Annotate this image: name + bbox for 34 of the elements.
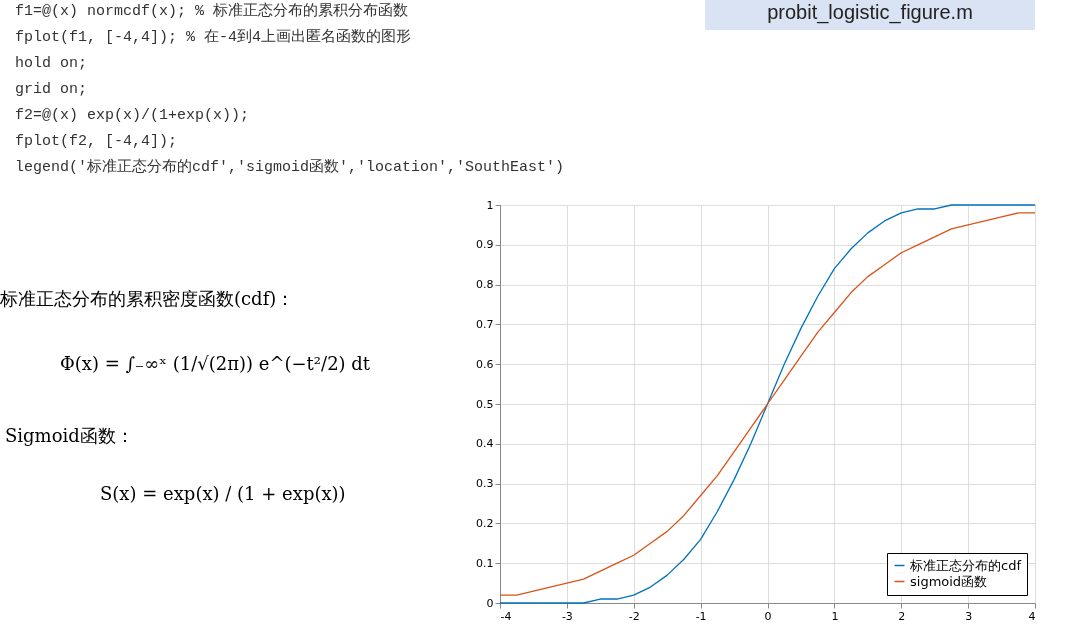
text: hold on; xyxy=(15,55,88,72)
x-tick-label: 3 xyxy=(965,609,973,623)
x-tick-label: -4 xyxy=(500,609,512,623)
text: grid on; xyxy=(15,81,88,98)
y-tick-label: 0.8 xyxy=(476,278,494,292)
text: Sigmoid函数： xyxy=(5,425,134,446)
y-tick-label: 0.6 xyxy=(476,357,494,371)
x-tick-label: 1 xyxy=(831,609,839,623)
text: probit_logistic_figure.m xyxy=(767,1,973,24)
y-tick-label: 0.3 xyxy=(476,477,494,491)
text: fplot(f2, [-4,4]); xyxy=(15,133,178,150)
y-tick-label: 1 xyxy=(486,198,494,212)
y-tick-label: 0.5 xyxy=(476,397,494,411)
x-tick-label: -2 xyxy=(628,609,640,623)
text: 标准正态分布的累积密度函数(cdf)： xyxy=(0,288,295,309)
text: f1=@(x) normcdf(x); % 标准正态分布的累积分布函数 xyxy=(15,2,409,20)
y-tick-label: 0.2 xyxy=(476,516,494,530)
text: fplot(f1, [-4,4]); % 在-4到4上画出匿名函数的图形 xyxy=(15,28,412,46)
text: legend('标准正态分布的cdf','sigmoid函数','location','SouthEast') xyxy=(15,158,565,176)
y-tick-label: 0.7 xyxy=(476,317,494,331)
y-tick-label: 0.9 xyxy=(476,238,494,252)
x-tick-label: 2 xyxy=(898,609,906,623)
x-tick-label: -1 xyxy=(695,609,707,623)
text: Φ(x) = ∫₋∞ˣ (1/√(2π)) e^(−t²/2) dt xyxy=(60,353,371,374)
text: S(x) = exp(x) / (1 + exp(x)) xyxy=(100,483,346,504)
legend-label: sigmoid函数 xyxy=(910,573,988,589)
x-tick-label: 0 xyxy=(764,609,772,623)
x-tick-label: -3 xyxy=(561,609,573,623)
legend-label: 标准正态分布的cdf xyxy=(909,557,1022,573)
x-tick-label: 4 xyxy=(1028,609,1036,623)
y-tick-label: 0 xyxy=(486,596,494,610)
text: f2=@(x) exp(x)/(1+exp(x)); xyxy=(15,107,250,124)
y-tick-label: 0.4 xyxy=(476,437,494,451)
y-tick-label: 0.1 xyxy=(476,556,494,570)
